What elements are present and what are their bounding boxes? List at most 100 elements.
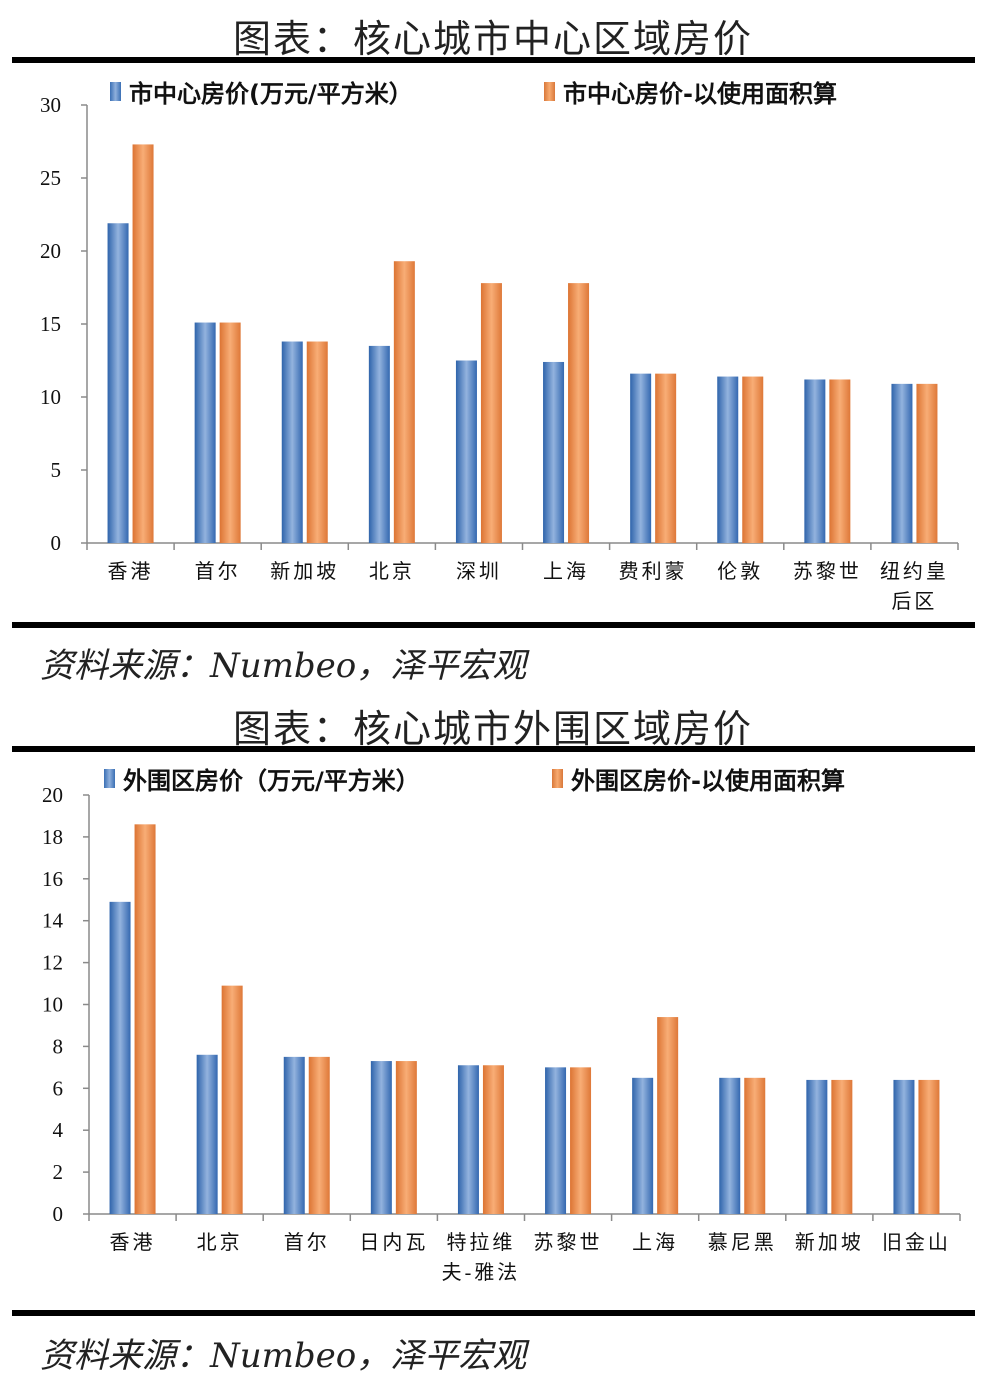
bar-blue — [545, 1067, 567, 1214]
bar-orange — [134, 824, 156, 1214]
chart2-source: 资料来源：Numbeo，泽平宏观 — [40, 1336, 527, 1376]
y-tick-label: 30 — [40, 93, 61, 117]
bar-orange — [132, 144, 154, 544]
bar-orange — [480, 283, 502, 543]
x-category-label: 北京 — [369, 560, 415, 583]
x-category-label: 新加坡 — [795, 1231, 864, 1254]
x-category-label: 特拉维 — [446, 1231, 515, 1254]
chart1-legend-orange: 市中心房价-以使用面积算 — [544, 74, 837, 109]
bar-orange — [655, 373, 677, 543]
bar-blue — [891, 383, 913, 543]
bar-orange — [306, 341, 328, 543]
chart1-source: 资料来源：Numbeo，泽平宏观 — [40, 646, 527, 686]
x-category-label: 北京 — [197, 1231, 243, 1254]
y-tick-label: 10 — [42, 993, 63, 1017]
bar-blue — [283, 1056, 305, 1214]
chart2-legend-blue: 外围区房价（万元/平方米） — [104, 761, 420, 796]
legend-swatch-orange-icon — [544, 82, 555, 101]
y-tick-label: 0 — [53, 1202, 64, 1226]
bar-blue — [632, 1077, 654, 1214]
y-tick-label: 20 — [42, 783, 63, 807]
y-tick-label: 20 — [40, 239, 61, 263]
chart1-top-rule — [12, 57, 975, 63]
bar-orange — [221, 985, 243, 1214]
y-tick-label: 4 — [53, 1118, 64, 1142]
bar-orange — [308, 1056, 330, 1214]
x-category-label: 香港 — [110, 1231, 156, 1254]
bar-orange — [742, 376, 764, 543]
x-category-label: 慕尼黑 — [708, 1231, 777, 1254]
bar-orange — [918, 1079, 940, 1214]
bar-orange — [829, 379, 851, 543]
bar-blue — [368, 345, 390, 543]
bar-blue — [107, 223, 129, 543]
y-tick-label: 10 — [40, 385, 61, 409]
x-category-label: 纽约皇 — [880, 560, 949, 583]
y-tick-label: 2 — [53, 1160, 64, 1184]
bar-blue — [893, 1079, 915, 1214]
bar-orange — [393, 261, 415, 543]
x-category-label: 日内瓦 — [359, 1231, 428, 1254]
chart1-legend-blue: 市中心房价(万元/平方米） — [110, 74, 413, 109]
bar-orange — [482, 1065, 504, 1214]
chart1-figure-title: 图表：核心城市中心区域房价 — [232, 17, 753, 61]
x-category-label: 上海 — [632, 1231, 678, 1254]
bar-orange — [568, 283, 590, 543]
bar-blue — [194, 322, 216, 543]
bar-orange — [219, 322, 241, 543]
y-tick-label: 15 — [40, 312, 61, 336]
x-category-label: 首尔 — [284, 1231, 330, 1254]
x-category-label: 新加坡 — [270, 560, 339, 583]
bar-orange — [570, 1067, 592, 1214]
y-tick-label: 0 — [51, 531, 62, 555]
legend-label: 外围区房价-以使用面积算 — [571, 767, 845, 795]
legend-swatch-blue-icon — [104, 769, 115, 788]
bar-blue — [717, 376, 739, 543]
bar-blue — [630, 373, 652, 543]
y-tick-label: 16 — [42, 867, 63, 891]
bar-blue — [806, 1079, 828, 1214]
x-category-label: 首尔 — [195, 560, 241, 583]
legend-swatch-orange-icon — [552, 769, 563, 788]
bar-orange — [744, 1077, 766, 1214]
bar-blue — [370, 1061, 392, 1214]
bar-blue — [457, 1065, 479, 1214]
x-category-label: 苏黎世 — [534, 1231, 603, 1254]
y-tick-label: 12 — [42, 951, 63, 975]
chart2-legend-orange: 外围区房价-以使用面积算 — [552, 761, 845, 796]
chart2-top-rule — [12, 746, 975, 752]
y-tick-label: 14 — [42, 909, 64, 933]
y-tick-label: 6 — [53, 1076, 64, 1100]
x-category-label: 夫-雅法 — [442, 1261, 521, 1284]
bar-orange — [395, 1061, 417, 1214]
y-tick-label: 8 — [53, 1034, 64, 1058]
x-category-label: 伦敦 — [717, 560, 763, 583]
bar-orange — [657, 1017, 679, 1214]
bar-blue — [804, 379, 826, 543]
x-category-label: 香港 — [108, 560, 154, 583]
x-category-label: 苏黎世 — [793, 560, 862, 583]
chart2-bottom-rule — [12, 1310, 975, 1316]
x-category-label: 深圳 — [456, 560, 502, 583]
x-category-label: 费利蒙 — [619, 560, 688, 583]
chart1-bottom-rule — [12, 622, 975, 628]
y-tick-label: 25 — [40, 166, 61, 190]
bar-orange — [916, 383, 938, 543]
y-tick-label: 18 — [42, 825, 63, 849]
bar-blue — [281, 341, 303, 543]
legend-swatch-blue-icon — [110, 82, 121, 101]
bar-blue — [109, 901, 131, 1214]
bar-blue — [719, 1077, 741, 1214]
bar-blue — [543, 361, 565, 543]
bar-blue — [196, 1054, 218, 1214]
bar-blue — [455, 360, 477, 543]
y-tick-label: 5 — [51, 458, 62, 482]
x-category-label: 旧金山 — [882, 1231, 951, 1254]
bar-orange — [831, 1079, 853, 1214]
x-category-label: 后区 — [891, 590, 937, 613]
legend-label: 外围区房价（万元/平方米） — [123, 767, 420, 795]
chart2-figure-title: 图表：核心城市外围区域房价 — [232, 707, 753, 751]
legend-label: 市中心房价-以使用面积算 — [563, 80, 837, 108]
